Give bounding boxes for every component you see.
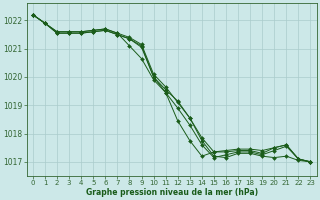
X-axis label: Graphe pression niveau de la mer (hPa): Graphe pression niveau de la mer (hPa) xyxy=(86,188,258,197)
